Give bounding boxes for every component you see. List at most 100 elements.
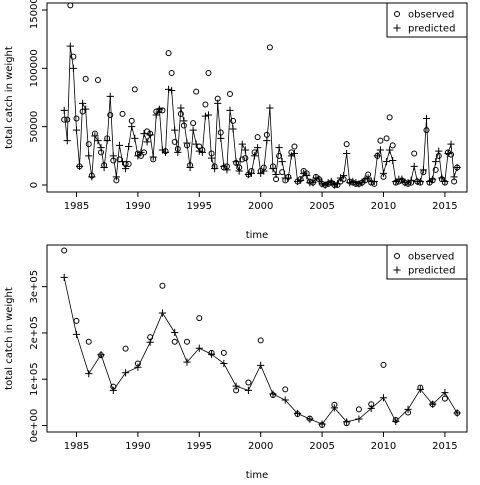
plot-frame <box>46 2 468 193</box>
observed-point <box>266 44 273 51</box>
predicted-point <box>260 167 268 175</box>
predicted-point <box>379 394 388 402</box>
predicted-point <box>134 363 142 371</box>
observed-point <box>432 166 439 173</box>
predicted-point <box>177 104 185 112</box>
observed-point <box>196 143 203 150</box>
predicted-point <box>257 361 265 369</box>
predicted-point <box>72 330 81 338</box>
observed-point <box>423 127 430 134</box>
observed-point <box>193 88 200 95</box>
observed-point <box>288 149 295 156</box>
predicted-point <box>168 86 176 95</box>
observed-point <box>355 180 362 187</box>
predicted-point <box>410 162 418 170</box>
observed-point <box>190 120 197 127</box>
observed-point <box>420 169 427 176</box>
observed-point <box>223 163 230 170</box>
predicted-point <box>339 172 348 180</box>
observed-point <box>374 152 381 159</box>
predicted-point <box>72 126 81 134</box>
observed-point <box>116 156 123 163</box>
observed-point <box>285 173 292 180</box>
predicted-point <box>66 42 74 50</box>
observed-point <box>257 337 264 344</box>
y-tick-label: 3e+05 <box>29 270 40 304</box>
predicted-point <box>158 309 167 317</box>
observed-point <box>236 164 243 171</box>
observed-point <box>306 415 313 422</box>
legend-box <box>386 2 468 38</box>
predicted-point <box>266 104 274 112</box>
observed-point <box>371 180 378 187</box>
observed-point <box>184 338 190 345</box>
observed-point <box>88 172 95 179</box>
predicted-point <box>432 158 440 166</box>
observed-point <box>331 401 338 408</box>
observed-point <box>147 130 154 137</box>
observed-point <box>282 386 289 393</box>
observed-point <box>76 163 83 170</box>
x-tick-label: 2015 <box>432 441 457 452</box>
predicted-point <box>278 158 286 166</box>
observed-point <box>159 107 166 114</box>
predicted-point <box>195 344 203 352</box>
predicted-point <box>404 405 412 413</box>
predicted-point <box>275 144 283 152</box>
observed-point <box>98 149 105 156</box>
observed-point <box>401 179 408 186</box>
x-tick-label: 2010 <box>371 441 396 452</box>
predicted-point <box>330 404 338 412</box>
observed-point <box>405 409 412 416</box>
observed-point <box>141 149 148 156</box>
predicted-point <box>183 358 191 366</box>
predicted-point <box>220 359 228 368</box>
predicted-point <box>189 126 197 134</box>
observed-point <box>137 152 144 159</box>
observed-point <box>230 117 237 124</box>
predicted-point <box>343 149 351 158</box>
predicted-point <box>226 106 234 114</box>
observed-point <box>205 70 212 76</box>
predicted-point <box>254 144 262 152</box>
observed-point <box>208 150 215 157</box>
observed-point <box>64 116 71 123</box>
predicted-point <box>281 396 289 404</box>
observed-point <box>380 361 387 368</box>
predicted-point <box>106 92 114 100</box>
predicted-point <box>382 158 391 166</box>
predicted-point <box>238 140 246 148</box>
observed-point <box>448 151 455 158</box>
observed-point <box>273 176 280 183</box>
y-tick-label: 0e+00 <box>29 409 40 443</box>
predicted-point <box>171 126 179 134</box>
observed-point <box>386 114 393 121</box>
observed-point <box>202 101 209 108</box>
x-tick-label: 2005 <box>309 441 334 452</box>
predicted-point <box>109 386 117 394</box>
predicted-point <box>263 137 271 145</box>
observed-point <box>392 416 399 423</box>
observed-point <box>414 178 421 185</box>
observed-point <box>67 2 74 9</box>
predicted-point <box>69 64 78 72</box>
observed-point <box>171 338 178 345</box>
observed-point <box>263 131 270 138</box>
observed-point <box>405 180 412 187</box>
predicted-point <box>416 385 424 394</box>
legend-box <box>386 244 468 280</box>
observed-point <box>441 395 448 402</box>
predicted-point <box>152 111 160 119</box>
observed-point <box>91 130 98 137</box>
catch-panel-annual: 1985 1990 1995 2000 2005 2010 2015 0e+00 1e+05 2e… <box>4 244 468 481</box>
observed-point <box>325 180 332 187</box>
observed-point <box>297 176 304 183</box>
observed-point <box>309 179 316 186</box>
predicted-point <box>290 149 299 158</box>
observed-point <box>171 138 178 145</box>
y-axis-title: total catch in weight <box>4 287 15 390</box>
observed-point <box>70 53 77 60</box>
observed-point <box>168 70 175 76</box>
catch-panel-quarterly: 1985 1990 1995 2000 2005 2010 2015 0 50000 100000… <box>4 0 468 241</box>
